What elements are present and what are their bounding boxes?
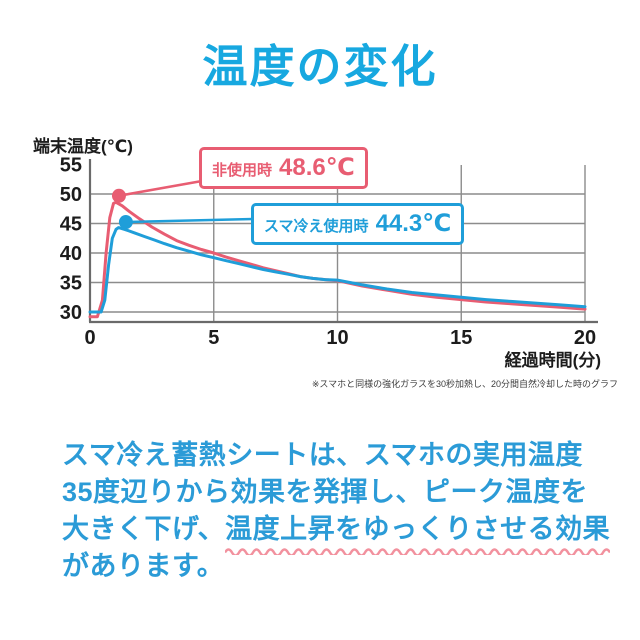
callout-not-in-use-value: 48.6℃ <box>279 154 355 181</box>
chart-tick-labels: 30 35 40 45 50 55 0 5 10 15 20 <box>60 155 596 350</box>
description-underlined-text: 温度上昇をゆっくりさせる効果 <box>225 511 611 555</box>
chart-axes <box>88 159 598 324</box>
description-line-3: 大きく下げ、温度上昇をゆっくりさせる効果 <box>62 511 611 555</box>
chart-footnote: ※スマホと同様の強化ガラスを30秒加熱し、20分間自然冷却した時のグラフ <box>312 378 618 389</box>
description-line-1: スマ冷え蓄熱シートは、スマホの実用温度 <box>62 440 583 470</box>
callout-not-in-use-label: 非使用時 <box>212 162 273 179</box>
chart-series-lines <box>88 200 587 319</box>
description-line-4: があります。 <box>62 551 225 581</box>
chart-annotations <box>111 179 254 230</box>
callout-smahie-in-use-label: スマ冷え使用時 <box>264 218 369 235</box>
svg-text:5: 5 <box>208 327 219 349</box>
description-line-3-plain: 大きく下げ、 <box>62 514 226 544</box>
svg-text:20: 20 <box>574 327 596 349</box>
callout-not-in-use: 非使用時 48.6℃ <box>199 147 368 189</box>
svg-text:40: 40 <box>60 243 82 265</box>
description-line-2: 35度辺りから効果を発揮し、ピーク温度を <box>62 477 589 507</box>
callout-smahie-in-use: スマ冷え使用時 44.3℃ <box>251 203 465 245</box>
svg-text:0: 0 <box>84 327 95 349</box>
page-title: 温度の変化 <box>202 41 438 92</box>
svg-text:10: 10 <box>326 327 348 349</box>
y-axis-title: 端末温度(℃) <box>33 136 133 156</box>
svg-text:45: 45 <box>60 214 82 236</box>
svg-text:50: 50 <box>60 184 82 206</box>
description-paragraph: スマ冷え蓄熱シートは、スマホの実用温度 35度辺りから効果を発揮し、ピーク温度を… <box>62 437 611 585</box>
temperature-chart: 30 35 40 45 50 55 0 5 10 15 20 端末温度(℃) 経過時間(分) ※スマ… <box>33 136 618 389</box>
svg-text:15: 15 <box>450 327 472 349</box>
svg-text:55: 55 <box>60 155 82 177</box>
x-axis-title: 経過時間(分) <box>505 350 601 370</box>
wavy-underline <box>225 548 611 555</box>
callout-smahie-in-use-value: 44.3℃ <box>375 210 452 237</box>
svg-text:35: 35 <box>60 273 82 295</box>
svg-text:30: 30 <box>60 302 82 324</box>
